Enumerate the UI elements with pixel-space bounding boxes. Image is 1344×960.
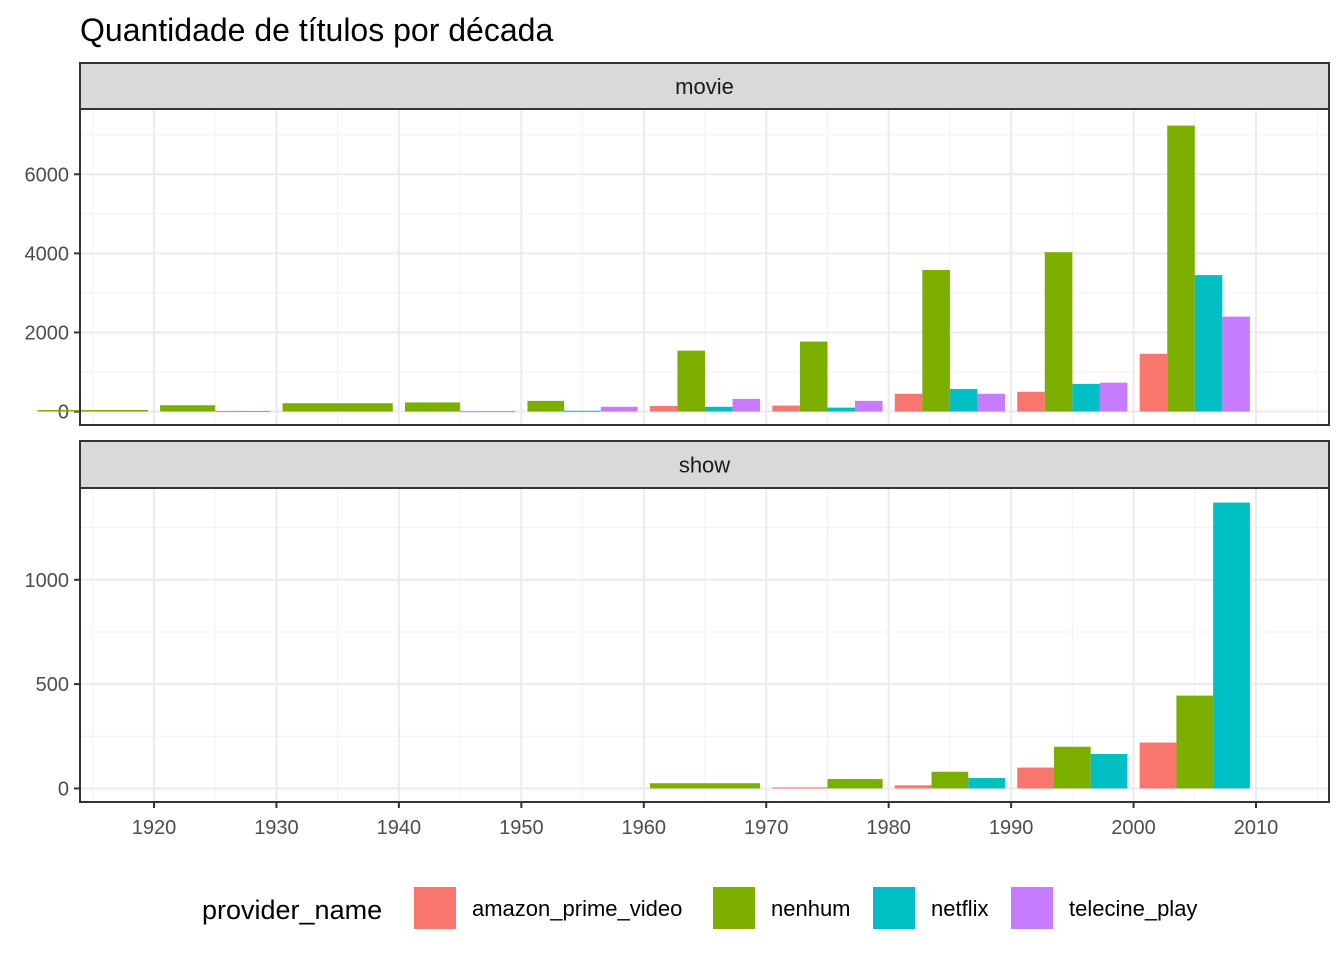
- legend-item-telecine_play: telecine_play: [1011, 887, 1197, 929]
- facet-show: show 0 500 1000: [25, 440, 1330, 803]
- bar-nenhum-1970: [827, 779, 883, 789]
- x-tick-label: 1930: [254, 817, 299, 839]
- legend-item-amazon_prime_video: amazon_prime_video: [414, 887, 682, 929]
- x-tick-label: 1980: [866, 817, 911, 839]
- bar-amazon_prime_video-1990: [1017, 767, 1054, 789]
- x-tick-label: 1960: [622, 817, 667, 839]
- bar-amazon_prime_video-1970: [772, 787, 828, 789]
- bars-movie: [37, 125, 1250, 413]
- legend-label: amazon_prime_video: [472, 896, 682, 921]
- x-tick-label: 1950: [499, 817, 544, 839]
- legend-swatch: [873, 887, 915, 929]
- bar-telecine_play-1970: [854, 400, 883, 412]
- x-tick-label: 2010: [1234, 817, 1279, 839]
- bar-amazon_prime_video-2000: [1139, 742, 1177, 789]
- strip-movie: [79, 62, 1330, 110]
- bars-show: [649, 502, 1250, 789]
- bar-nenhum-1980: [922, 269, 950, 412]
- bar-telecine_play-1960: [732, 398, 761, 412]
- bar-amazon_prime_video-1980: [894, 785, 932, 789]
- facet-movie: movie 0 2000 4000 6000: [25, 62, 1330, 426]
- legend-label: netflix: [931, 896, 988, 921]
- bar-telecine_play-1950: [600, 406, 638, 412]
- x-tick-label: 1990: [989, 817, 1034, 839]
- legend-swatch: [414, 887, 456, 929]
- bar-netflix-1980: [968, 778, 1005, 789]
- bar-nenhum-1980: [931, 771, 969, 789]
- bar-telecine_play-1990: [1099, 382, 1128, 412]
- y-tick-label: 1000: [25, 570, 70, 592]
- bar-amazon_prime_video-1990: [1017, 391, 1045, 412]
- y-tick-label: 0: [58, 402, 69, 424]
- bar-amazon_prime_video-1980: [894, 393, 923, 412]
- bar-nenhum-1990: [1053, 746, 1091, 789]
- bar-netflix-1950: [564, 410, 601, 412]
- bar-nenhum-1990: [1044, 252, 1073, 412]
- bar-netflix-1990: [1072, 383, 1100, 412]
- bar-amazon_prime_video-2000: [1139, 353, 1168, 412]
- panel-border: [79, 487, 1330, 803]
- legend-items: amazon_prime_video nenhum netflix telecine_…: [414, 887, 1197, 929]
- bar-nenhum-1930: [282, 403, 393, 412]
- x-axis: 1920 1930 1940 1950 1960 1970 1980 1990 2000 2010: [132, 802, 1279, 839]
- panel-border: [79, 108, 1330, 426]
- bar-nenhum-1920: [160, 405, 216, 412]
- x-tick-label: 1920: [132, 817, 177, 839]
- bar-nenhum-2000: [1167, 125, 1195, 412]
- bar-netflix-2000: [1213, 502, 1250, 789]
- chart-title: Quantidade de títulos por década: [80, 12, 553, 48]
- legend-swatch: [1011, 887, 1053, 929]
- bar-telecine_play-1980: [977, 393, 1005, 412]
- strip-label-show: show: [679, 453, 730, 478]
- bar-nenhum-1910: [37, 409, 148, 412]
- bar-nenhum-1960: [649, 783, 761, 789]
- bar-nenhum-2000: [1176, 695, 1214, 789]
- bar-telecine_play-2000: [1222, 316, 1250, 412]
- gridlines: [80, 488, 1329, 802]
- bar-netflix-1980: [949, 389, 978, 412]
- bar-amazon_prime_video-1970: [772, 405, 800, 412]
- x-tick-label: 1940: [377, 817, 422, 839]
- gridlines: [80, 109, 1329, 425]
- bar-netflix-1960: [705, 406, 733, 412]
- strip-show: [79, 440, 1330, 489]
- facet-panels: movie 0 2000 4000 6000 show 0 500 1000: [25, 62, 1330, 803]
- y-tick-label: 500: [36, 674, 69, 696]
- legend-swatch: [713, 887, 755, 929]
- legend: provider_name amazon_prime_video nenhum ne…: [202, 887, 1197, 929]
- legend-item-netflix: netflix: [873, 887, 988, 929]
- bar-netflix-1990: [1090, 754, 1128, 789]
- legend-title: provider_name: [202, 895, 382, 925]
- strip-label-movie: movie: [675, 74, 734, 99]
- bar-telecine_play-1920: [215, 410, 271, 412]
- bar-netflix-2000: [1194, 275, 1223, 412]
- legend-label: nenhum: [771, 896, 851, 921]
- legend-item-nenhum: nenhum: [713, 887, 851, 929]
- bar-amazon_prime_video-1960: [649, 406, 678, 412]
- y-tick-label: 2000: [25, 322, 70, 344]
- legend-label: telecine_play: [1069, 896, 1197, 921]
- x-tick-label: 1970: [744, 817, 789, 839]
- bar-nenhum-1970: [799, 341, 828, 412]
- x-tick-label: 2000: [1111, 817, 1156, 839]
- bar-nenhum-1960: [677, 350, 705, 412]
- y-tick-label: 0: [58, 778, 69, 800]
- bar-nenhum-1940: [405, 402, 461, 412]
- bar-nenhum-1950: [527, 400, 565, 412]
- bar-telecine_play-1940: [460, 411, 516, 413]
- bar-netflix-1970: [827, 407, 855, 412]
- y-tick-label: 4000: [25, 243, 70, 265]
- y-tick-label: 6000: [25, 164, 70, 186]
